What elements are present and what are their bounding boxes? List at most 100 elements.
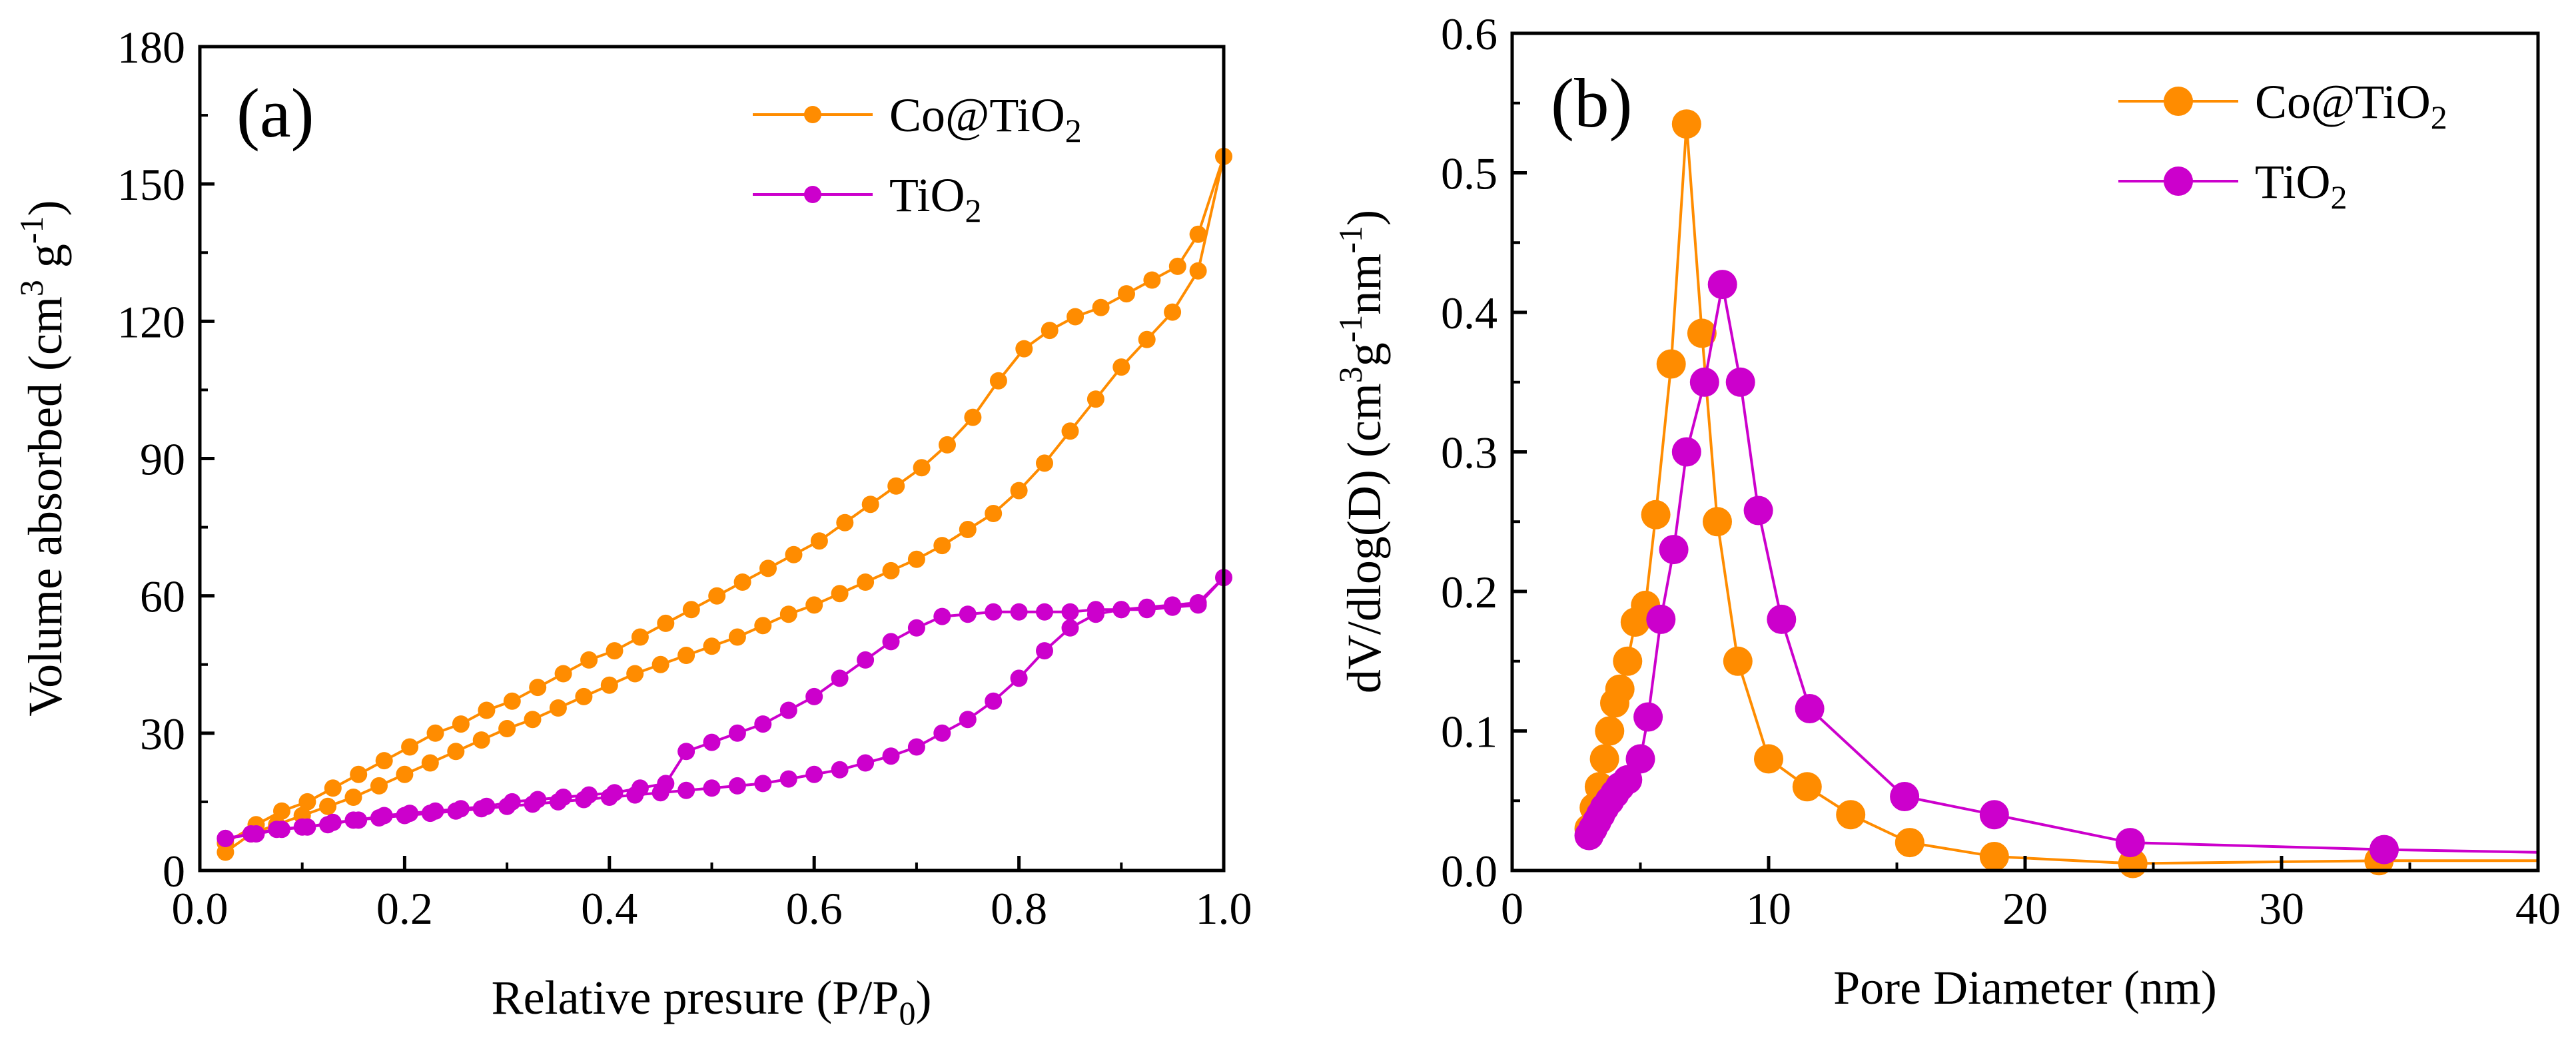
panel-b-point-co-tio2 (1641, 500, 1671, 529)
panel-b-point-co-tio2 (1723, 646, 1753, 676)
panel-a-point-tio2 (933, 607, 951, 625)
panel-a-point-co-tio2 (857, 573, 875, 591)
panel-a-legend-label-tio2: TiO2 (889, 169, 981, 229)
panel-b-legend-marker-co-tio2 (2164, 87, 2193, 116)
panel-b-point-tio2 (1625, 744, 1655, 774)
panel-b-point-tio2 (1979, 800, 2009, 830)
panel-a-x-tick-label: 0.4 (581, 883, 638, 934)
panel-a-point-tio2 (401, 805, 419, 823)
panel-b-label: (b) (1551, 64, 1632, 142)
panel-a-point-tio2 (831, 669, 849, 687)
panel-a-point-tio2 (677, 743, 695, 761)
panel-b-point-tio2 (1707, 270, 1737, 300)
panel-a-point-co-tio2 (1086, 390, 1104, 408)
panel-a-point-tio2 (754, 775, 772, 793)
panel-a-legend-marker-tio2 (804, 186, 821, 203)
panel-a-point-co-tio2 (708, 587, 726, 605)
panel-b-x-tick-label: 30 (2259, 883, 2304, 934)
panel-a-point-tio2 (1010, 669, 1028, 687)
panel-a-point-tio2 (1036, 642, 1053, 660)
panel-b-y-tick-label: 0.3 (1441, 428, 1498, 478)
panel-a-y-tick-label: 30 (140, 709, 185, 759)
panel-a-point-co-tio2 (779, 605, 797, 623)
panel-a-point-co-tio2 (959, 521, 977, 538)
panel-a-point-co-tio2 (426, 724, 444, 742)
panel-a-point-tio2 (631, 779, 649, 797)
panel-a-point-co-tio2 (1138, 330, 1156, 348)
panel-a-y-tick-label: 60 (140, 571, 185, 622)
panel-a-point-co-tio2 (580, 651, 598, 669)
panel-a-point-co-tio2 (677, 647, 695, 664)
panel-a-point-co-tio2 (831, 585, 849, 603)
panel-b-series-line-co-tio2 (1587, 124, 2538, 865)
panel-a-point-co-tio2 (472, 731, 490, 749)
panel-a-point-tio2 (754, 715, 772, 733)
panel-a-point-co-tio2 (503, 692, 521, 710)
panel-b-legend-label-tio2: TiO2 (2255, 155, 2347, 216)
panel-a-point-tio2 (933, 724, 951, 742)
panel-a-point-tio2 (959, 711, 977, 729)
panel-a-point-tio2 (452, 800, 470, 818)
panel-a-point-co-tio2 (728, 628, 746, 646)
panel-a-point-co-tio2 (682, 601, 700, 619)
panel-a-point-co-tio2 (1112, 358, 1130, 376)
panel-a-point-co-tio2 (524, 711, 542, 729)
panel-a-point-co-tio2 (1036, 454, 1053, 472)
panel-a-point-co-tio2 (887, 477, 905, 495)
panel-a-point-tio2 (1112, 601, 1130, 619)
panel-b-x-tick-label: 20 (2002, 883, 2048, 934)
panel-a-point-tio2 (247, 825, 265, 843)
panel-a-legend-label-co-tio2: Co@TiO2 (889, 89, 1082, 149)
panel-a-point-co-tio2 (344, 789, 362, 806)
panel-a-point-co-tio2 (933, 537, 951, 555)
panel-a-point-tio2 (728, 777, 746, 795)
panel-a-point-co-tio2 (1092, 298, 1110, 316)
panel-b: 0 10 20 30 40 0.0 0.1 0.2 0.3 0.4 0.5 0.6 (b) Pore … (1332, 9, 2561, 1014)
panel-a-point-co-tio2 (1061, 422, 1079, 440)
panel-b-series-line-tio2 (1587, 284, 2539, 854)
panel-a-series (216, 147, 1232, 861)
panel-b-point-tio2 (1743, 496, 1773, 525)
panel-a-point-tio2 (959, 605, 977, 623)
panel-b-point-co-tio2 (1595, 716, 1625, 746)
panel-b-point-co-tio2 (1605, 674, 1635, 704)
panel-a-legend-entry-co-tio2: Co@TiO2 (753, 89, 1082, 149)
panel-b-legend-marker-tio2 (2164, 167, 2193, 196)
panel-a-point-co-tio2 (1168, 257, 1186, 275)
panel-a-point-tio2 (805, 765, 823, 783)
panel-a-point-tio2 (1036, 603, 1053, 621)
panel-b-point-co-tio2 (1979, 842, 2009, 871)
panel-b-x-tick-label: 0 (1501, 883, 1523, 934)
panel-a-x-tick-label: 0.6 (786, 883, 843, 934)
panel-b-y-tick-label: 0.4 (1441, 288, 1498, 338)
panel-a-point-tio2 (606, 784, 624, 802)
panel-a-point-co-tio2 (447, 743, 465, 761)
panel-a-point-tio2 (728, 724, 746, 742)
panel-a-point-tio2 (985, 692, 1003, 710)
panel-a-point-tio2 (1061, 603, 1079, 621)
panel-b-point-tio2 (1671, 437, 1701, 467)
panel-a-point-co-tio2 (606, 642, 624, 660)
panel-a-point-co-tio2 (1189, 225, 1207, 243)
panel-a-point-co-tio2 (1143, 271, 1161, 289)
panel-a-y-tick-label: 0 (163, 846, 185, 896)
panel-b-point-co-tio2 (1836, 800, 1866, 830)
panel-a-point-co-tio2 (703, 637, 721, 655)
panel-a-point-co-tio2 (626, 665, 644, 683)
panel-a-point-co-tio2 (600, 676, 618, 694)
panel-a-point-co-tio2 (1189, 262, 1207, 280)
panel-a-point-co-tio2 (370, 777, 388, 795)
panel-a-point-tio2 (779, 701, 797, 719)
panel-a-point-co-tio2 (907, 550, 925, 568)
panel-a-point-tio2 (907, 619, 925, 637)
panel-a-point-co-tio2 (651, 655, 669, 673)
panel-a-x-tick-label: 0.0 (172, 883, 228, 934)
panel-a-point-co-tio2 (498, 720, 516, 737)
panel-a-point-tio2 (554, 789, 572, 806)
panel-b-x-axis-label: Pore Diameter (nm) (1833, 961, 2217, 1014)
panel-a-point-co-tio2 (989, 372, 1007, 390)
panel-b-plot-frame (1510, 31, 2540, 872)
panel-a-point-co-tio2 (810, 532, 828, 550)
panel-a-point-tio2 (907, 738, 925, 756)
panel-a-point-co-tio2 (298, 793, 316, 811)
